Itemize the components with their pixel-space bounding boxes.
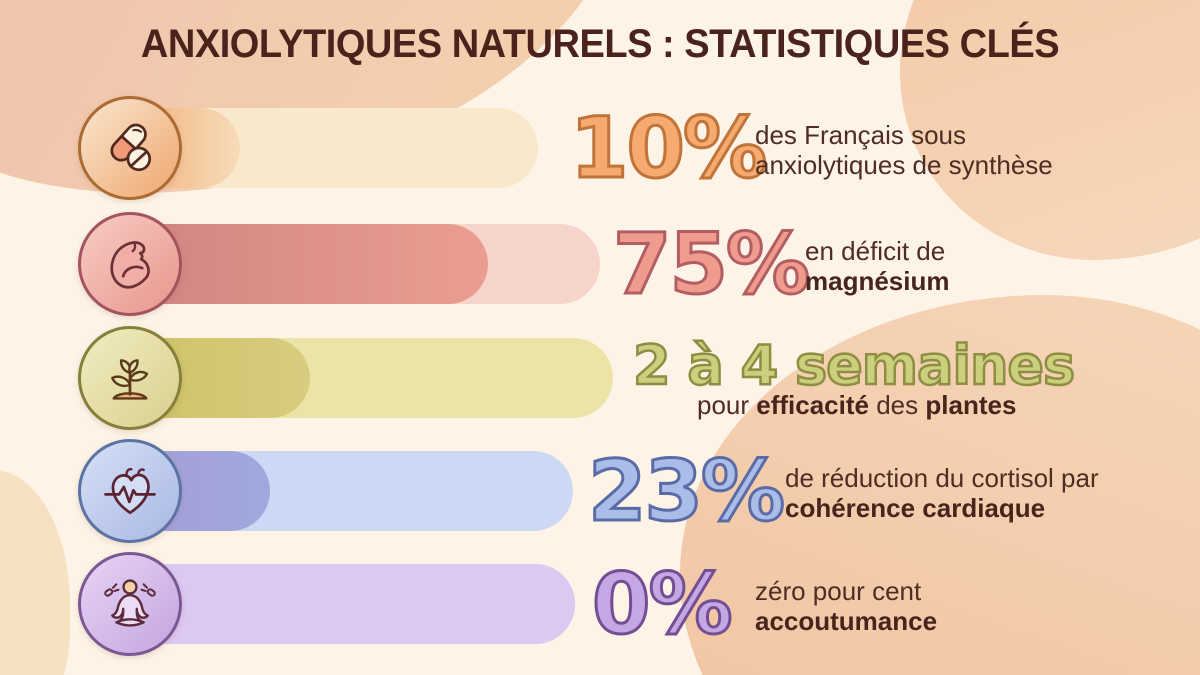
stat-value: 23% bbox=[586, 442, 786, 541]
stat-description: de réduction du cortisol par cohérence ca… bbox=[785, 463, 1099, 523]
sprout-icon bbox=[111, 359, 149, 400]
stat-row-magnesium-deficit: 75% en déficit de magnésium bbox=[78, 212, 1188, 316]
stat-value: 75% bbox=[611, 215, 811, 314]
stat-row-zero-addiction: 0% zéro pour cent accoutumance bbox=[78, 552, 1188, 656]
icon-circle bbox=[78, 326, 182, 430]
stat-row-cardiac-coherence: 23% de réduction du cortisol par cohérenc… bbox=[78, 439, 1188, 543]
stat-value: 0% bbox=[591, 555, 735, 654]
stat-value: 10% bbox=[568, 99, 768, 198]
stat-description: des Français sous anxiolytiques de synthè… bbox=[755, 120, 1053, 180]
stat-description: zéro pour cent accoutumance bbox=[755, 576, 938, 636]
heart-ecg-icon bbox=[104, 467, 156, 515]
background-blob-bottom-left bbox=[0, 470, 70, 675]
stat-description: en déficit de magnésium bbox=[805, 236, 950, 296]
infographic-title: ANXIOLYTIQUES NATURELS : STATISTIQUES CL… bbox=[140, 22, 1060, 66]
muscle-icon bbox=[110, 241, 150, 289]
stat-row-synthetic-anxiolytics: 10% des Français sous anxiolytiques de sy… bbox=[78, 96, 1188, 200]
stat-row-plant-efficacy: 2 à 4 semaines pour efficacité des plant… bbox=[78, 326, 1188, 430]
stat-description: pour efficacité des plantes bbox=[697, 390, 1017, 420]
icon-circle bbox=[78, 552, 182, 656]
meditation-icon bbox=[104, 579, 156, 627]
icon-circle bbox=[78, 212, 182, 316]
icon-circle bbox=[78, 439, 182, 543]
pills-icon bbox=[110, 123, 152, 172]
icon-circle bbox=[78, 96, 182, 200]
stat-value: 2 à 4 semaines bbox=[632, 334, 1077, 397]
